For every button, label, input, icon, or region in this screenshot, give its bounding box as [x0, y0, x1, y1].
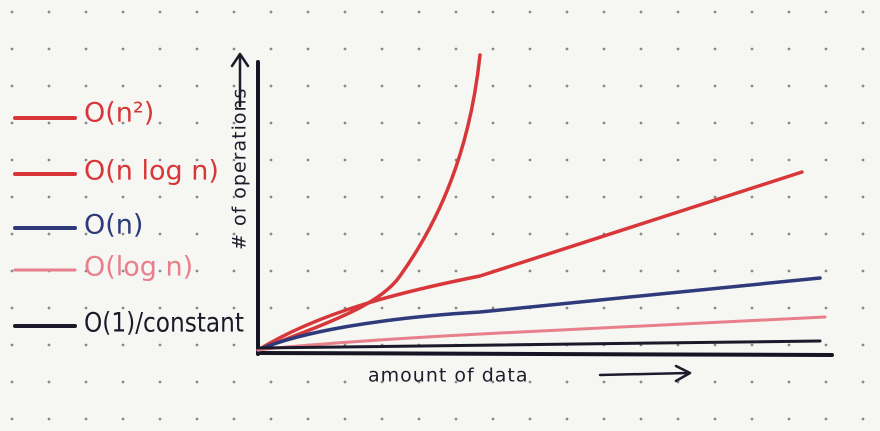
y-axis-label: # of operations — [229, 88, 251, 250]
curve-n-squared — [256, 53, 482, 352]
x-arrow — [598, 364, 692, 383]
legend-label: O(n²) — [84, 98, 154, 129]
legend-label: O(n log n) — [84, 156, 219, 187]
x-axis — [256, 351, 834, 357]
curve-constant — [256, 339, 822, 350]
x-axis-label: amount of data — [368, 365, 529, 387]
legend-label: O(log n) — [84, 252, 193, 283]
legend-label: O(1)/constant — [84, 308, 244, 339]
legend-label: O(n) — [84, 210, 143, 241]
y-arrow — [230, 52, 250, 108]
curve-n — [256, 276, 822, 352]
curve-n-log-n — [256, 170, 804, 352]
